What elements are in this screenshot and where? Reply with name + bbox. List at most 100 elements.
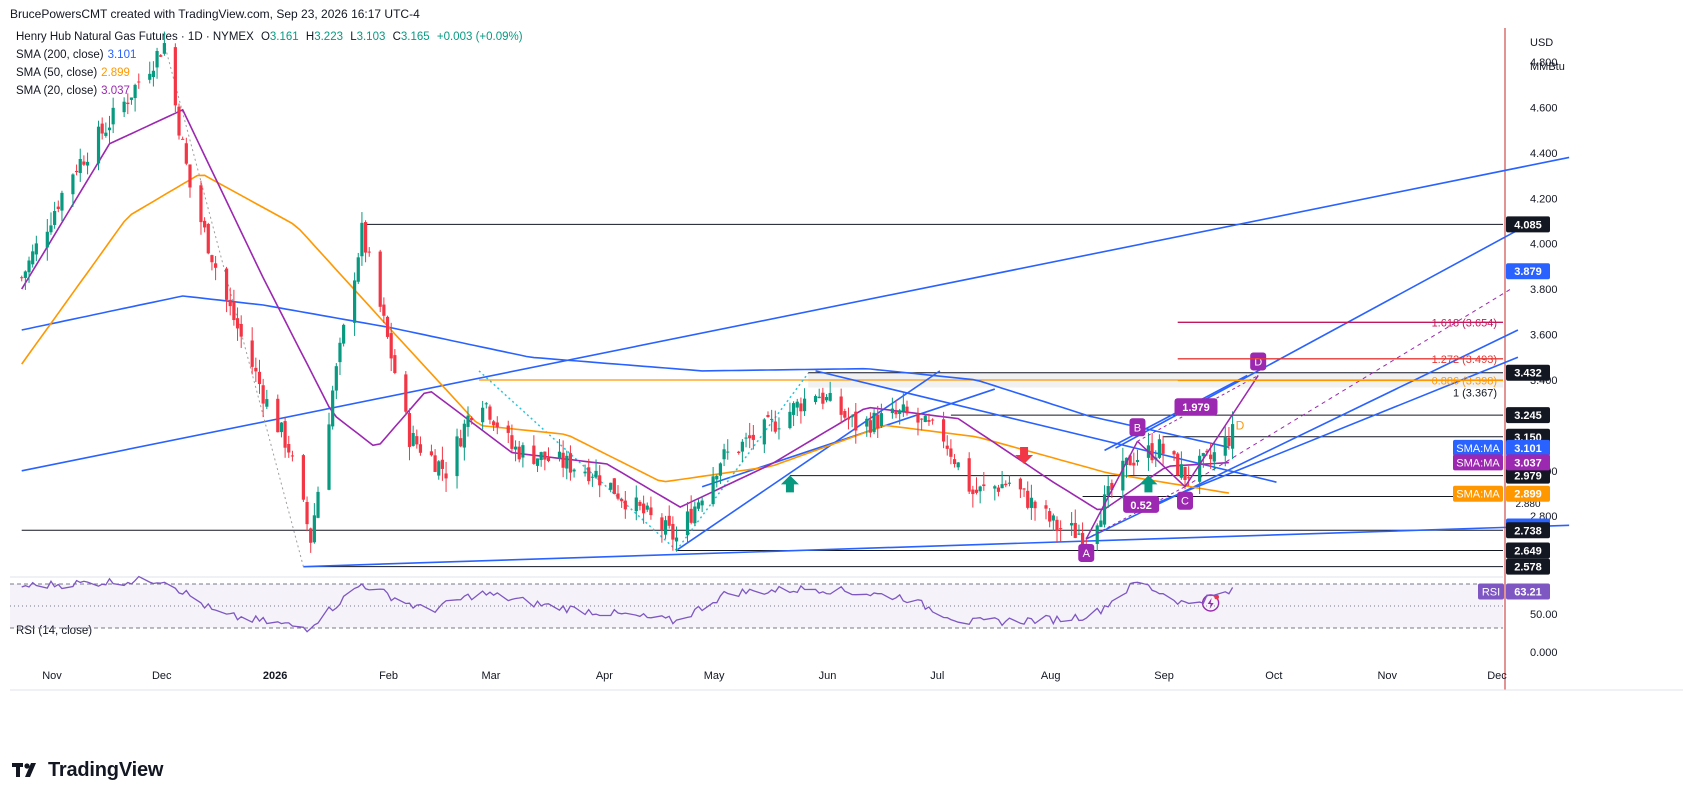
candle-body [137,81,141,83]
candle-body [718,463,723,476]
candle-body [949,448,953,457]
ohlc-close: C3.165 [392,31,430,43]
rsi-tag-bg [1478,583,1504,600]
candle-body [590,476,594,478]
y-tick-label: 4.400 [1530,148,1558,160]
candle-body [188,164,192,188]
candle-body [854,411,858,431]
candle-body [876,414,880,429]
candle-body [751,434,755,440]
candle-body [766,414,770,417]
candle-body [813,396,818,403]
candle-body [821,392,825,404]
candle-body [620,498,624,502]
candle-body [27,260,31,273]
candle-body [1121,460,1125,491]
tradingview-logo[interactable]: TradingView [12,758,163,782]
rsi-panel: RSI 63.21 50.00 0.000 [10,575,1558,659]
candle-body [817,396,821,399]
candle-body [740,441,744,452]
candle-body [1022,488,1026,490]
sma20-legend[interactable]: SMA (20, close) 3.037 [16,85,130,97]
candle-body [898,410,902,414]
symbol-name: Henry Hub Natural Gas Futures · 1D · NYM… [16,31,254,43]
candle-body [722,449,726,460]
candle-body [557,451,562,459]
candle-body [353,280,357,323]
rsi-value-bg [1506,583,1550,600]
candle-body [385,316,390,337]
candle-body [634,497,638,512]
sma200-legend-label: SMA (200, close) [16,49,104,61]
candle-body [342,324,346,344]
sma50-legend[interactable]: SMA (50, close) 2.899 [16,67,130,79]
unit-label: MMBtu [1530,61,1565,73]
x-tick-label: Dec [152,670,172,682]
pattern-ratio-badge [1174,398,1218,416]
candle-body [1176,453,1180,476]
candle-body [459,438,463,447]
candle-body [34,243,38,255]
sma200-legend-value: 3.101 [107,49,137,61]
candle-body [1026,490,1030,508]
y-tick-label: 4.200 [1530,193,1558,205]
candle-body [265,399,269,407]
candle-body [466,415,470,427]
candle-body [309,528,313,543]
candle-body [279,422,284,433]
ohlc-change: +0.003 (+0.09%) [436,31,523,43]
y-tick-label: 3.600 [1530,330,1558,342]
candle-body [203,220,207,228]
candle-body [1055,519,1059,532]
candle-body [1179,464,1183,478]
sma-tag-label: SMA:MA [1456,443,1500,455]
sell-arrow-icon [1015,447,1034,464]
candle-body [367,251,371,253]
buy-arrow-icon [1139,475,1158,493]
alert-bolt-glyph [1207,598,1214,609]
sma200-legend[interactable]: SMA (200, close) 3.101 [16,49,136,61]
candle-body [82,161,86,165]
candle-body [748,435,752,439]
candle-body [283,421,287,448]
pattern-point-label: C [1181,496,1189,508]
candle-body [612,478,616,495]
candle-body [111,107,115,125]
buy-arrow-icon [780,475,799,493]
candle-body [100,123,104,134]
candle-body [1198,455,1202,482]
candle-body [971,489,975,495]
candle-body [598,475,602,486]
candle-body [1227,437,1231,446]
candle-body [1059,528,1063,530]
candle-body [850,415,854,418]
candle-body [210,255,214,263]
candle-body [1106,486,1110,496]
y-tick-label: 4.000 [1530,239,1558,251]
candle-body [890,408,894,414]
pattern-point-label: D [1254,356,1262,368]
candle-body [484,403,488,405]
candle-body [941,419,946,442]
sma50-legend-label: SMA (50, close) [16,67,98,79]
candle-body [1048,511,1052,522]
sma-value-bg [1506,454,1550,471]
currency-label: USD [1530,37,1553,49]
candle-body [312,515,316,543]
pattern-ratio-label: 1.979 [1182,402,1210,414]
pattern-leg [1085,440,1139,540]
pattern-ratio-label: 0.52 [1130,500,1151,512]
sma-value-label: 3.037 [1514,457,1542,469]
candle-body [777,428,781,430]
candle-body [404,374,408,412]
candle-body [1029,497,1033,508]
candle-body [974,489,979,493]
candle-body [250,340,254,367]
candle-body [1073,522,1077,538]
ohlc-low: L3.103 [350,31,386,43]
x-tick-label: Nov [1377,670,1397,682]
price-tag: 3.432 [1514,368,1542,380]
candle-body [956,462,960,468]
candle-body [433,455,437,472]
